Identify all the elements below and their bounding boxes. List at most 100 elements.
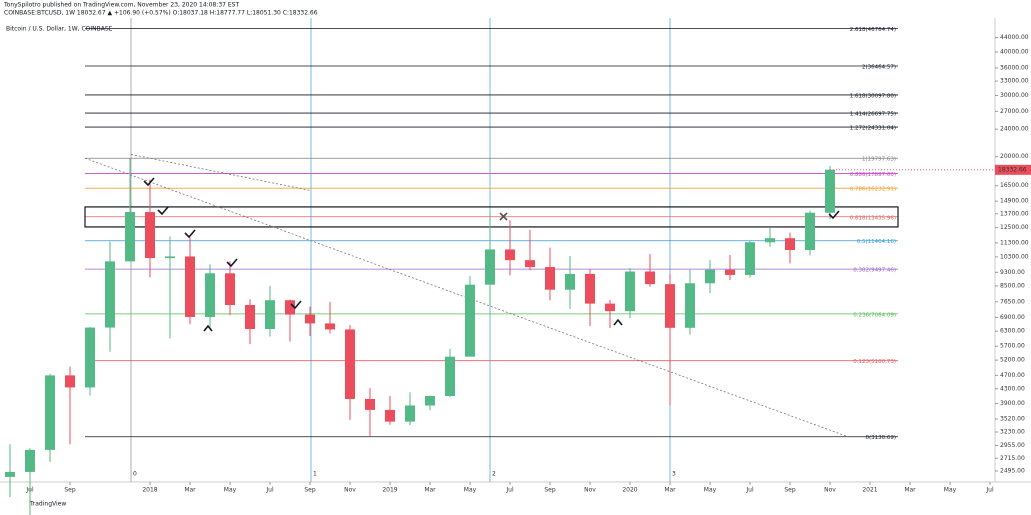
time-marker-label: 2 xyxy=(492,471,496,478)
y-tick-label: 16500.00 xyxy=(1000,182,1029,189)
zone-box xyxy=(84,206,899,228)
x-tick-label: May xyxy=(704,487,717,494)
y-tick-label: 4700.00 xyxy=(1000,372,1025,379)
check-mark xyxy=(184,229,196,239)
fib-label: 0.618(13435.96) xyxy=(850,215,896,221)
y-tick-label: 33000.00 xyxy=(1000,78,1029,85)
symbol-line: COINBASE:BTCUSD, 1W 18032.67 ▲ +106.90 (… xyxy=(4,10,318,17)
x-tick-label: Nov xyxy=(584,487,596,494)
check-mark xyxy=(143,177,155,187)
candle-body xyxy=(165,256,175,259)
candle-body xyxy=(405,405,415,422)
candle-body xyxy=(145,212,155,259)
y-tick-label: 9300.00 xyxy=(1000,269,1025,276)
chart-title: Bitcoin / U.S. Dollar, 1W, COINBASE xyxy=(6,26,113,33)
y-tick-label: 44000.00 xyxy=(1000,34,1029,41)
candle-body xyxy=(245,305,255,329)
candle-body xyxy=(785,238,795,251)
candle-body xyxy=(5,471,15,477)
candle-body xyxy=(805,212,815,251)
x-tick-label: Mar xyxy=(184,487,196,494)
candle-body xyxy=(225,273,235,306)
fib-label: 0(3130.69) xyxy=(865,435,896,441)
caret-mark xyxy=(613,318,623,326)
x-tick-label: Jul xyxy=(985,487,994,494)
y-tick-label: 20000.00 xyxy=(1000,153,1029,160)
candle-body xyxy=(125,212,135,262)
y-tick-label: 3230.00 xyxy=(1000,429,1025,436)
y-tick-label: 6300.00 xyxy=(1000,328,1025,335)
y-tick-label: 2955.00 xyxy=(1000,442,1025,449)
candle-body xyxy=(585,273,595,304)
fib-label: 1.414(26697.75) xyxy=(850,112,896,118)
candle-body xyxy=(725,269,735,275)
candle-body xyxy=(385,409,395,422)
fib-label: 0.236(7064.09) xyxy=(853,312,896,318)
x-tick-label: Sep xyxy=(784,487,796,494)
candle-body xyxy=(765,238,775,243)
candle-body xyxy=(745,242,755,275)
x-tick-label: Mar xyxy=(904,487,916,494)
y-tick-label: 40000.00 xyxy=(1000,49,1029,56)
candle-body xyxy=(45,375,55,450)
candle-body xyxy=(185,256,195,317)
y-tick-label: 3900.00 xyxy=(1000,400,1025,407)
candle-body xyxy=(365,398,375,410)
x-tick-label: Mar xyxy=(664,487,676,494)
x-tick-label: 2018 xyxy=(142,487,157,494)
candle-body xyxy=(525,260,535,268)
candle-body xyxy=(265,300,275,329)
candle-body xyxy=(665,284,675,328)
time-marker-label: 3 xyxy=(672,471,676,478)
y-tick-label: 2715.00 xyxy=(1000,455,1025,462)
x-tick-label: Nov xyxy=(824,487,836,494)
y-tick-label: 36000.00 xyxy=(1000,64,1029,71)
fib-label: 1.618(30097.80) xyxy=(850,93,896,99)
candle-body xyxy=(565,273,575,290)
y-tick-label: 24000.00 xyxy=(1000,126,1029,133)
y-tick-label: 2495.00 xyxy=(1000,468,1025,475)
x-tick-label: May xyxy=(224,487,237,494)
candle-body xyxy=(85,327,95,388)
y-tick-label: 10300.00 xyxy=(1000,253,1029,260)
candle-body xyxy=(305,314,315,324)
x-tick-label: Jul xyxy=(745,487,754,494)
y-tick-label: 3520.00 xyxy=(1000,416,1025,423)
y-tick-label: 14900.00 xyxy=(1000,198,1029,205)
y-tick-label: 7650.00 xyxy=(1000,298,1025,305)
check-mark xyxy=(157,206,169,216)
candle-body xyxy=(345,329,355,399)
check-mark xyxy=(226,258,238,268)
fib-label: 1(19797.63) xyxy=(862,157,896,163)
check-mark xyxy=(290,300,302,310)
x-tick-label: Sep xyxy=(544,487,556,494)
y-tick-label: 4300.00 xyxy=(1000,385,1025,392)
fib-label: 0.123(5180.73) xyxy=(853,359,896,365)
y-tick-label: 12500.00 xyxy=(1000,224,1029,231)
y-tick-label: 8500.00 xyxy=(1000,282,1025,289)
time-marker-label: 1 xyxy=(313,471,317,478)
x-tick-label: Nov xyxy=(344,487,356,494)
y-tick-label: 30000.00 xyxy=(1000,92,1029,99)
trend-line xyxy=(130,154,311,191)
x-tick-label: Mar xyxy=(424,487,436,494)
x-tick-label: 2019 xyxy=(382,487,397,494)
brand: TradingView xyxy=(29,501,66,508)
publisher: TonySpilotro published on TradingView.co… xyxy=(3,2,239,9)
annotations xyxy=(143,177,840,332)
fib-label: 0.886(17897.60) xyxy=(850,172,896,178)
candle-body xyxy=(65,375,75,388)
fib-label: 2.618(46764.74) xyxy=(850,27,896,33)
candle-body xyxy=(325,323,335,330)
x-tick-label: Jul xyxy=(505,487,514,494)
check-mark xyxy=(828,210,840,220)
fib-label: 0.382(9497.46) xyxy=(853,268,896,274)
candle-body xyxy=(445,356,455,397)
caret-mark xyxy=(203,324,213,332)
y-tick-label: 5700.00 xyxy=(1000,343,1025,350)
y-tick-label: 11300.00 xyxy=(1000,239,1029,246)
candle-body xyxy=(605,303,615,312)
candle-body xyxy=(485,249,495,285)
candle-body xyxy=(285,300,295,315)
